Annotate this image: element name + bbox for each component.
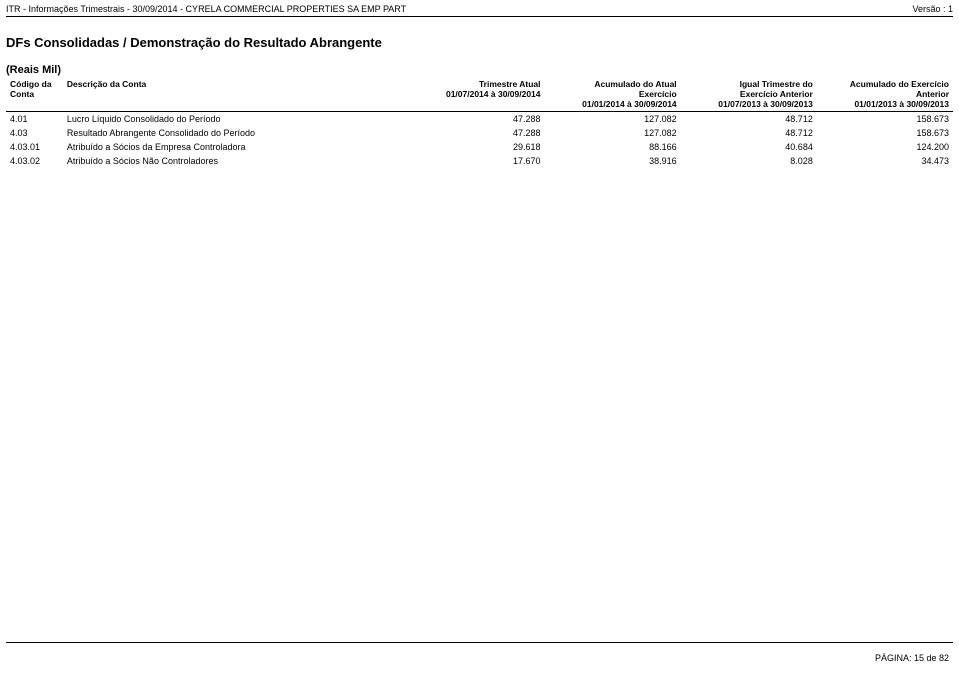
cell-value: 48.712 (681, 126, 817, 140)
cell-value: 48.712 (681, 112, 817, 127)
col-header-c1: Trimestre Atual 01/07/2014 à 30/09/2014 (408, 78, 544, 112)
col-header-text: 01/07/2013 à 30/09/2013 (718, 99, 813, 109)
col-header-text: Igual Trimestre do (740, 79, 813, 89)
table-row: 4.03.02Atribuído a Sócios Não Controlado… (6, 154, 953, 168)
table-row: 4.03.01Atribuído a Sócios da Empresa Con… (6, 140, 953, 154)
table-row: 4.03Resultado Abrangente Consolidado do … (6, 126, 953, 140)
cell-value: 38.916 (545, 154, 681, 168)
col-header-text: Acumulado do Atual (594, 79, 676, 89)
section-title: DFs Consolidadas / Demonstração do Resul… (6, 35, 953, 50)
top-bar: ITR - Informações Trimestrais - 30/09/20… (6, 4, 953, 16)
cell-value: 17.670 (408, 154, 544, 168)
col-header-text: Conta (10, 89, 34, 99)
col-header-text: 01/07/2014 à 30/09/2014 (446, 89, 541, 99)
cell-desc: Lucro Líquido Consolidado do Período (63, 112, 408, 127)
header-rule (6, 16, 953, 17)
col-header-text: Exercício (639, 89, 677, 99)
cell-code: 4.03.01 (6, 140, 63, 154)
col-header-c2: Acumulado do Atual Exercício 01/01/2014 … (545, 78, 681, 112)
cell-value: 34.473 (817, 154, 953, 168)
col-header-text: Descrição da Conta (67, 79, 146, 89)
col-header-text: 01/01/2013 à 30/09/2013 (854, 99, 949, 109)
cell-value: 47.288 (408, 126, 544, 140)
cell-value: 127.082 (545, 126, 681, 140)
cell-value: 158.673 (817, 126, 953, 140)
col-header-c3: Igual Trimestre do Exercício Anterior 01… (681, 78, 817, 112)
col-header-text: Exercício Anterior (740, 89, 813, 99)
col-header-text: 01/01/2014 à 30/09/2014 (582, 99, 677, 109)
cell-value: 88.166 (545, 140, 681, 154)
financial-table: Código da Conta Descrição da Conta Trime… (6, 78, 953, 168)
cell-code: 4.03 (6, 126, 63, 140)
doc-header-right: Versão : 1 (912, 4, 953, 14)
cell-desc: Atribuído a Sócios da Empresa Controlado… (63, 140, 408, 154)
cell-value: 40.684 (681, 140, 817, 154)
col-header-c4: Acumulado do Exercício Anterior 01/01/20… (817, 78, 953, 112)
col-header-code: Código da Conta (6, 78, 63, 112)
cell-code: 4.03.02 (6, 154, 63, 168)
cell-value: 124.200 (817, 140, 953, 154)
col-header-text: Acumulado do Exercício (850, 79, 949, 89)
cell-value: 8.028 (681, 154, 817, 168)
cell-desc: Atribuído a Sócios Não Controladores (63, 154, 408, 168)
cell-desc: Resultado Abrangente Consolidado do Perí… (63, 126, 408, 140)
col-header-text: Anterior (916, 89, 949, 99)
doc-header-left: ITR - Informações Trimestrais - 30/09/20… (6, 4, 406, 14)
cell-value: 47.288 (408, 112, 544, 127)
cell-value: 29.618 (408, 140, 544, 154)
table-body: 4.01Lucro Líquido Consolidado do Período… (6, 112, 953, 169)
page: ITR - Informações Trimestrais - 30/09/20… (0, 0, 959, 681)
cell-value: 158.673 (817, 112, 953, 127)
col-header-desc: Descrição da Conta (63, 78, 408, 112)
col-header-text: Código da (10, 79, 52, 89)
col-header-text: Trimestre Atual (479, 79, 541, 89)
footer-rule (6, 642, 953, 643)
page-footer: PÁGINA: 15 de 82 (875, 653, 949, 663)
table-row: 4.01Lucro Líquido Consolidado do Período… (6, 112, 953, 127)
cell-value: 127.082 (545, 112, 681, 127)
cell-code: 4.01 (6, 112, 63, 127)
unit-label: (Reais Mil) (6, 64, 953, 76)
table-header-row: Código da Conta Descrição da Conta Trime… (6, 78, 953, 112)
